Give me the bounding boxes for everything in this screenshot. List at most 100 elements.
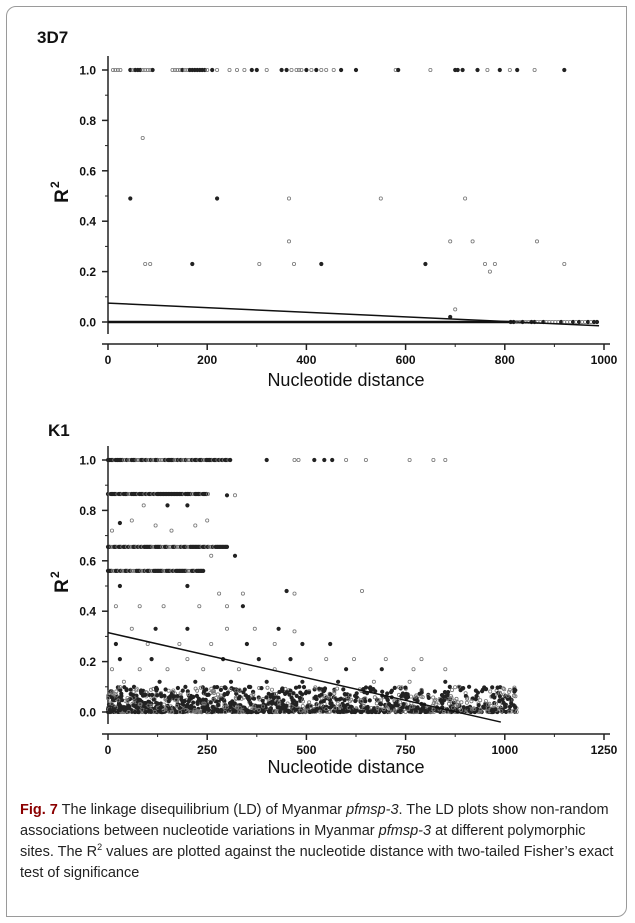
data-point xyxy=(236,696,241,701)
data-point xyxy=(277,700,282,705)
data-point xyxy=(288,656,293,662)
data-point xyxy=(205,518,210,523)
data-point xyxy=(125,700,130,705)
data-point xyxy=(304,709,309,714)
data-point xyxy=(380,689,385,694)
data-point xyxy=(277,709,283,715)
data-point xyxy=(388,703,393,709)
data-point xyxy=(431,457,436,462)
data-point xyxy=(288,688,293,693)
data-point xyxy=(338,706,343,711)
caption-label: Fig. 7 xyxy=(20,802,58,818)
data-point xyxy=(259,685,264,691)
data-point xyxy=(276,626,281,631)
data-point xyxy=(191,694,196,700)
data-point xyxy=(161,604,166,609)
data-point xyxy=(431,707,436,712)
data-point xyxy=(455,67,460,73)
data-point xyxy=(292,591,297,596)
data-point xyxy=(216,709,221,714)
data-point xyxy=(474,693,479,699)
data-point xyxy=(497,698,502,704)
data-point xyxy=(148,687,153,692)
data-point xyxy=(461,685,466,691)
data-point xyxy=(388,689,394,695)
data-point xyxy=(110,697,116,703)
y-tick-label: 0.4 xyxy=(79,215,96,229)
data-point xyxy=(459,700,464,705)
data-point xyxy=(507,709,512,714)
data-point xyxy=(113,68,118,73)
data-point xyxy=(383,657,388,662)
data-point xyxy=(202,708,207,714)
data-point xyxy=(191,700,196,705)
data-point xyxy=(407,457,412,462)
data-point xyxy=(303,690,308,696)
data-point xyxy=(215,68,220,73)
data-point xyxy=(414,693,419,698)
x-axis-label: Nucleotide distance xyxy=(267,370,424,390)
data-point xyxy=(206,692,211,697)
data-point xyxy=(465,696,470,701)
data-point xyxy=(315,702,320,707)
data-point xyxy=(249,67,254,73)
data-point xyxy=(501,692,506,697)
data-point xyxy=(219,696,224,701)
data-point xyxy=(135,705,141,711)
data-point xyxy=(401,701,406,707)
data-point xyxy=(218,687,223,693)
data-point xyxy=(217,591,222,596)
data-point xyxy=(371,679,376,684)
data-point xyxy=(159,694,164,699)
y-axis-label-group: R2 xyxy=(48,571,73,593)
data-point xyxy=(115,68,120,73)
panel-label: 3D7 xyxy=(37,28,68,47)
data-point xyxy=(293,707,298,712)
y-axis-label: R xyxy=(52,189,73,203)
data-point xyxy=(441,698,447,703)
data-point xyxy=(512,689,517,694)
data-point xyxy=(363,699,368,704)
data-point xyxy=(443,694,448,699)
x-axis-label: Nucleotide distance xyxy=(267,757,424,777)
data-point xyxy=(247,706,252,711)
data-point xyxy=(117,520,123,526)
data-point xyxy=(272,642,277,647)
data-point xyxy=(166,706,171,711)
data-point xyxy=(252,704,257,709)
x-tick-label: 250 xyxy=(197,743,217,757)
data-point xyxy=(137,667,142,672)
data-point xyxy=(488,689,493,694)
data-point xyxy=(429,710,434,715)
data-point xyxy=(464,700,469,705)
data-point xyxy=(121,679,126,684)
data-point xyxy=(449,688,454,693)
data-point xyxy=(211,697,216,702)
data-point xyxy=(110,691,115,696)
data-point xyxy=(392,708,397,713)
data-point xyxy=(476,702,481,708)
data-point xyxy=(205,706,210,712)
data-point xyxy=(201,667,206,672)
data-point xyxy=(109,708,115,714)
data-point xyxy=(460,67,465,73)
caption-sup: 2 xyxy=(97,842,103,853)
data-point xyxy=(195,688,200,693)
data-point xyxy=(381,707,386,712)
y-tick-label: 0.6 xyxy=(79,554,96,568)
data-point xyxy=(502,702,507,707)
data-point xyxy=(308,667,313,672)
data-point xyxy=(405,694,411,700)
data-point xyxy=(265,685,270,690)
data-point xyxy=(238,709,243,714)
data-point xyxy=(228,704,233,709)
data-point xyxy=(231,701,237,707)
data-point xyxy=(358,709,363,715)
data-point xyxy=(244,641,249,647)
data-point xyxy=(378,701,383,707)
data-point xyxy=(351,657,356,662)
data-point xyxy=(110,667,115,672)
data-point xyxy=(145,642,150,647)
data-point xyxy=(312,457,317,463)
data-point xyxy=(337,703,342,708)
